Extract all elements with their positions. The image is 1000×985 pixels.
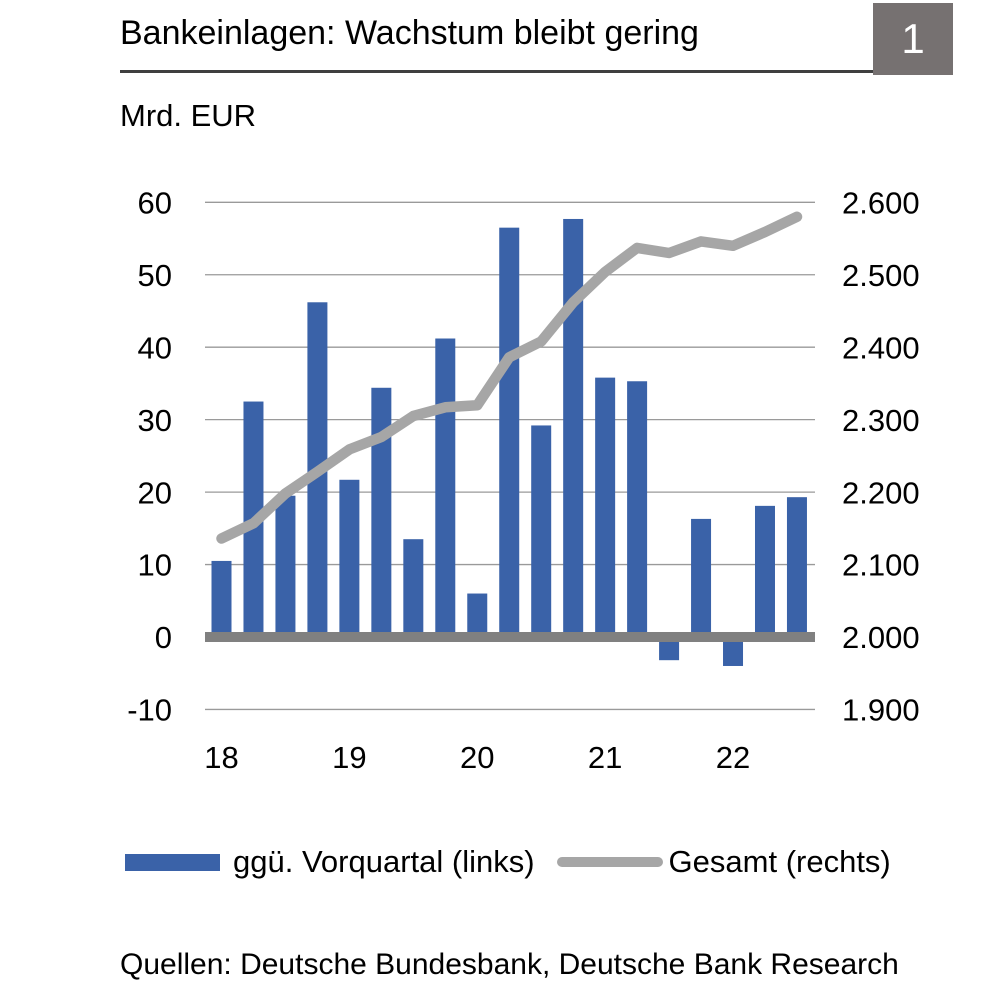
right-axis-tick-label: 2.400 (842, 330, 920, 365)
bar (627, 381, 648, 637)
left-axis-tick-label: 20 (138, 475, 172, 510)
bar (659, 637, 680, 661)
bar (371, 387, 392, 637)
left-axis-tick-label: 40 (138, 330, 172, 365)
x-axis-tick-label: 22 (716, 740, 750, 775)
chart-canvas: 60 50 40 30 20 10 0 -10 2.600 2.500 2.400 2.300 2.20… (127, 185, 920, 775)
x-axis-tick-label: 18 (204, 740, 238, 775)
left-axis-tick-label: -10 (127, 693, 172, 728)
bar (691, 518, 712, 637)
x-axis-tick-label: 19 (332, 740, 366, 775)
legend-bar-label: ggü. Vorquartal (links) (233, 844, 535, 879)
bar (786, 497, 807, 637)
chart-unit-label: Mrd. EUR (120, 98, 257, 133)
bar (467, 593, 488, 637)
bar (754, 505, 775, 637)
title-underline (120, 70, 873, 73)
left-axis-tick-label: 60 (138, 185, 172, 220)
right-axis-tick-label: 2.200 (842, 475, 920, 510)
chart-title: Bankeinlagen: Wachstum bleibt gering (120, 14, 699, 52)
bar (595, 377, 616, 637)
bar (211, 560, 232, 637)
x-axis-tick-label: 21 (588, 740, 622, 775)
right-axis-tick-label: 2.500 (842, 258, 920, 293)
left-axis-labels: 60 50 40 30 20 10 0 -10 (127, 185, 172, 727)
legend-line-swatch (556, 857, 663, 867)
bar (723, 637, 744, 666)
x-axis-labels: 18 19 20 21 22 (204, 740, 750, 775)
total-line (216, 211, 803, 544)
bar (435, 338, 456, 637)
left-axis-tick-label: 0 (155, 620, 172, 655)
left-axis-tick-label: 10 (138, 548, 172, 583)
right-axis-tick-label: 2.300 (842, 403, 920, 438)
left-axis-tick-label: 50 (138, 258, 172, 293)
sources-line: Quellen: Deutsche Bundesbank, Deutsche B… (120, 948, 899, 981)
legend-line-label: Gesamt (rechts) (668, 844, 891, 879)
figure-number-badge: 1 (873, 3, 953, 75)
left-axis-tick-label: 30 (138, 403, 172, 438)
right-axis-tick-label: 1.900 (842, 693, 920, 728)
chart-legend: ggü. Vorquartal (links) Gesamt (rechts) (125, 844, 891, 880)
figure-number: 1 (901, 15, 925, 62)
bar (563, 218, 584, 637)
bar (339, 479, 360, 637)
bar (403, 539, 424, 637)
bar (499, 227, 520, 637)
bar (275, 495, 296, 637)
bars-series (211, 218, 807, 666)
right-axis-tick-label: 2.000 (842, 620, 920, 655)
right-axis-labels: 2.600 2.500 2.400 2.300 2.200 2.100 2.000 1.900 (842, 185, 920, 727)
right-axis-tick-label: 2.600 (842, 185, 920, 220)
right-axis-tick-label: 2.100 (842, 548, 920, 583)
legend-bar-swatch (125, 853, 220, 871)
bar (531, 425, 552, 637)
x-axis-tick-label: 20 (460, 740, 494, 775)
